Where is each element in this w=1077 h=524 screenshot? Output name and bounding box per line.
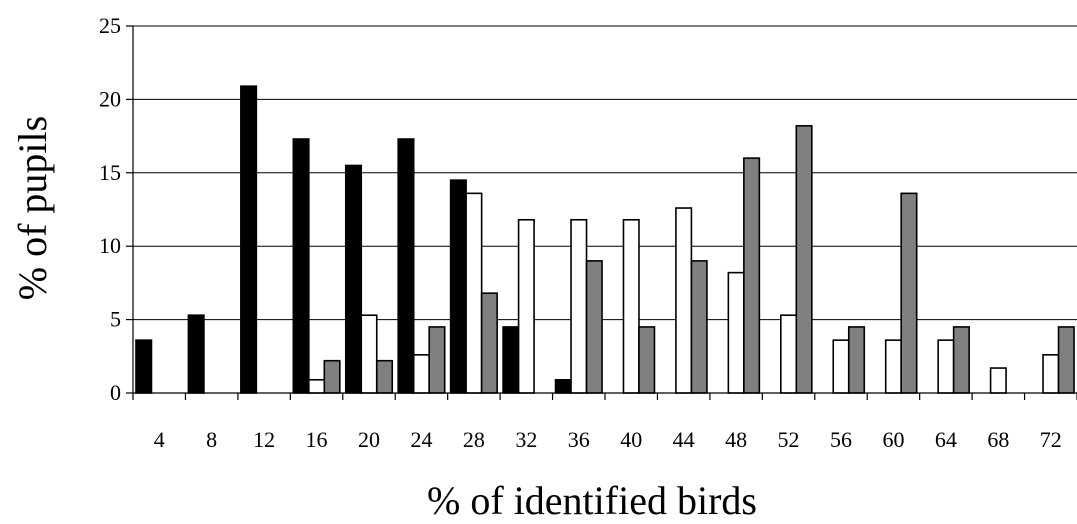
bar [428, 326, 446, 394]
x-tick-label: 44 [673, 427, 695, 452]
x-tick-label: 72 [1040, 427, 1062, 452]
x-tick-label: 56 [830, 427, 852, 452]
x-tick-label: 28 [463, 427, 485, 452]
y-tick-label: 10 [99, 233, 121, 258]
axes [126, 25, 1077, 400]
bar [638, 326, 656, 394]
x-tick-label: 68 [987, 427, 1009, 452]
x-tick-label: 60 [882, 427, 904, 452]
bar [554, 378, 572, 394]
bar [375, 359, 394, 394]
x-tick-label: 36 [568, 427, 590, 452]
y-tick-label: 5 [110, 307, 121, 332]
x-axis-title: % of identified birds [427, 478, 757, 523]
bar [412, 354, 430, 394]
bar [449, 179, 467, 394]
bar [344, 164, 363, 394]
bar [360, 314, 378, 394]
x-tick-label: 16 [306, 427, 328, 452]
bar [480, 292, 498, 394]
x-tick-label: 24 [410, 427, 432, 452]
x-tick-label: 40 [620, 427, 642, 452]
x-tick-label: 64 [935, 427, 957, 452]
x-tick-label: 32 [515, 427, 537, 452]
x-tick-label: 8 [206, 427, 217, 452]
gridlines [133, 25, 1077, 321]
bar [1057, 326, 1075, 394]
bar [1042, 354, 1060, 394]
bar [517, 218, 535, 394]
bar [397, 138, 415, 394]
bar [465, 192, 483, 394]
bar [622, 218, 640, 394]
bar [675, 207, 693, 394]
bar [884, 339, 902, 394]
bar [952, 326, 970, 394]
bar [502, 326, 520, 394]
bar [240, 85, 258, 394]
y-axis-title: % of pupils [10, 116, 55, 300]
bar [690, 260, 708, 394]
bar [292, 138, 310, 394]
bar [832, 339, 850, 394]
bar [847, 326, 866, 394]
x-tick-label: 4 [154, 427, 165, 452]
bar [323, 359, 341, 394]
bar [989, 367, 1007, 394]
y-tick-label: 15 [99, 160, 121, 185]
y-tick-label: 20 [99, 86, 121, 111]
bar [585, 260, 603, 394]
bar [743, 157, 761, 394]
x-tick-labels: 4 8 12 16 20 24 28 32 36 40 44 48 52 56 60 64 68 72 [154, 427, 1062, 452]
bar [937, 339, 955, 394]
y-tick-labels: 0 5 10 15 20 25 [99, 13, 121, 405]
bar [135, 339, 153, 394]
bar [780, 314, 798, 394]
bar [795, 125, 813, 394]
bar [900, 192, 918, 394]
bar [727, 271, 745, 394]
x-tick-label: 52 [778, 427, 800, 452]
bar [308, 378, 326, 394]
bar [570, 218, 588, 394]
bar [187, 314, 205, 394]
y-tick-label: 0 [110, 380, 121, 405]
x-tick-label: 48 [725, 427, 747, 452]
y-tick-label: 25 [99, 13, 121, 38]
bars [135, 85, 1075, 394]
x-tick-label: 20 [358, 427, 380, 452]
x-tick-label: 12 [253, 427, 275, 452]
